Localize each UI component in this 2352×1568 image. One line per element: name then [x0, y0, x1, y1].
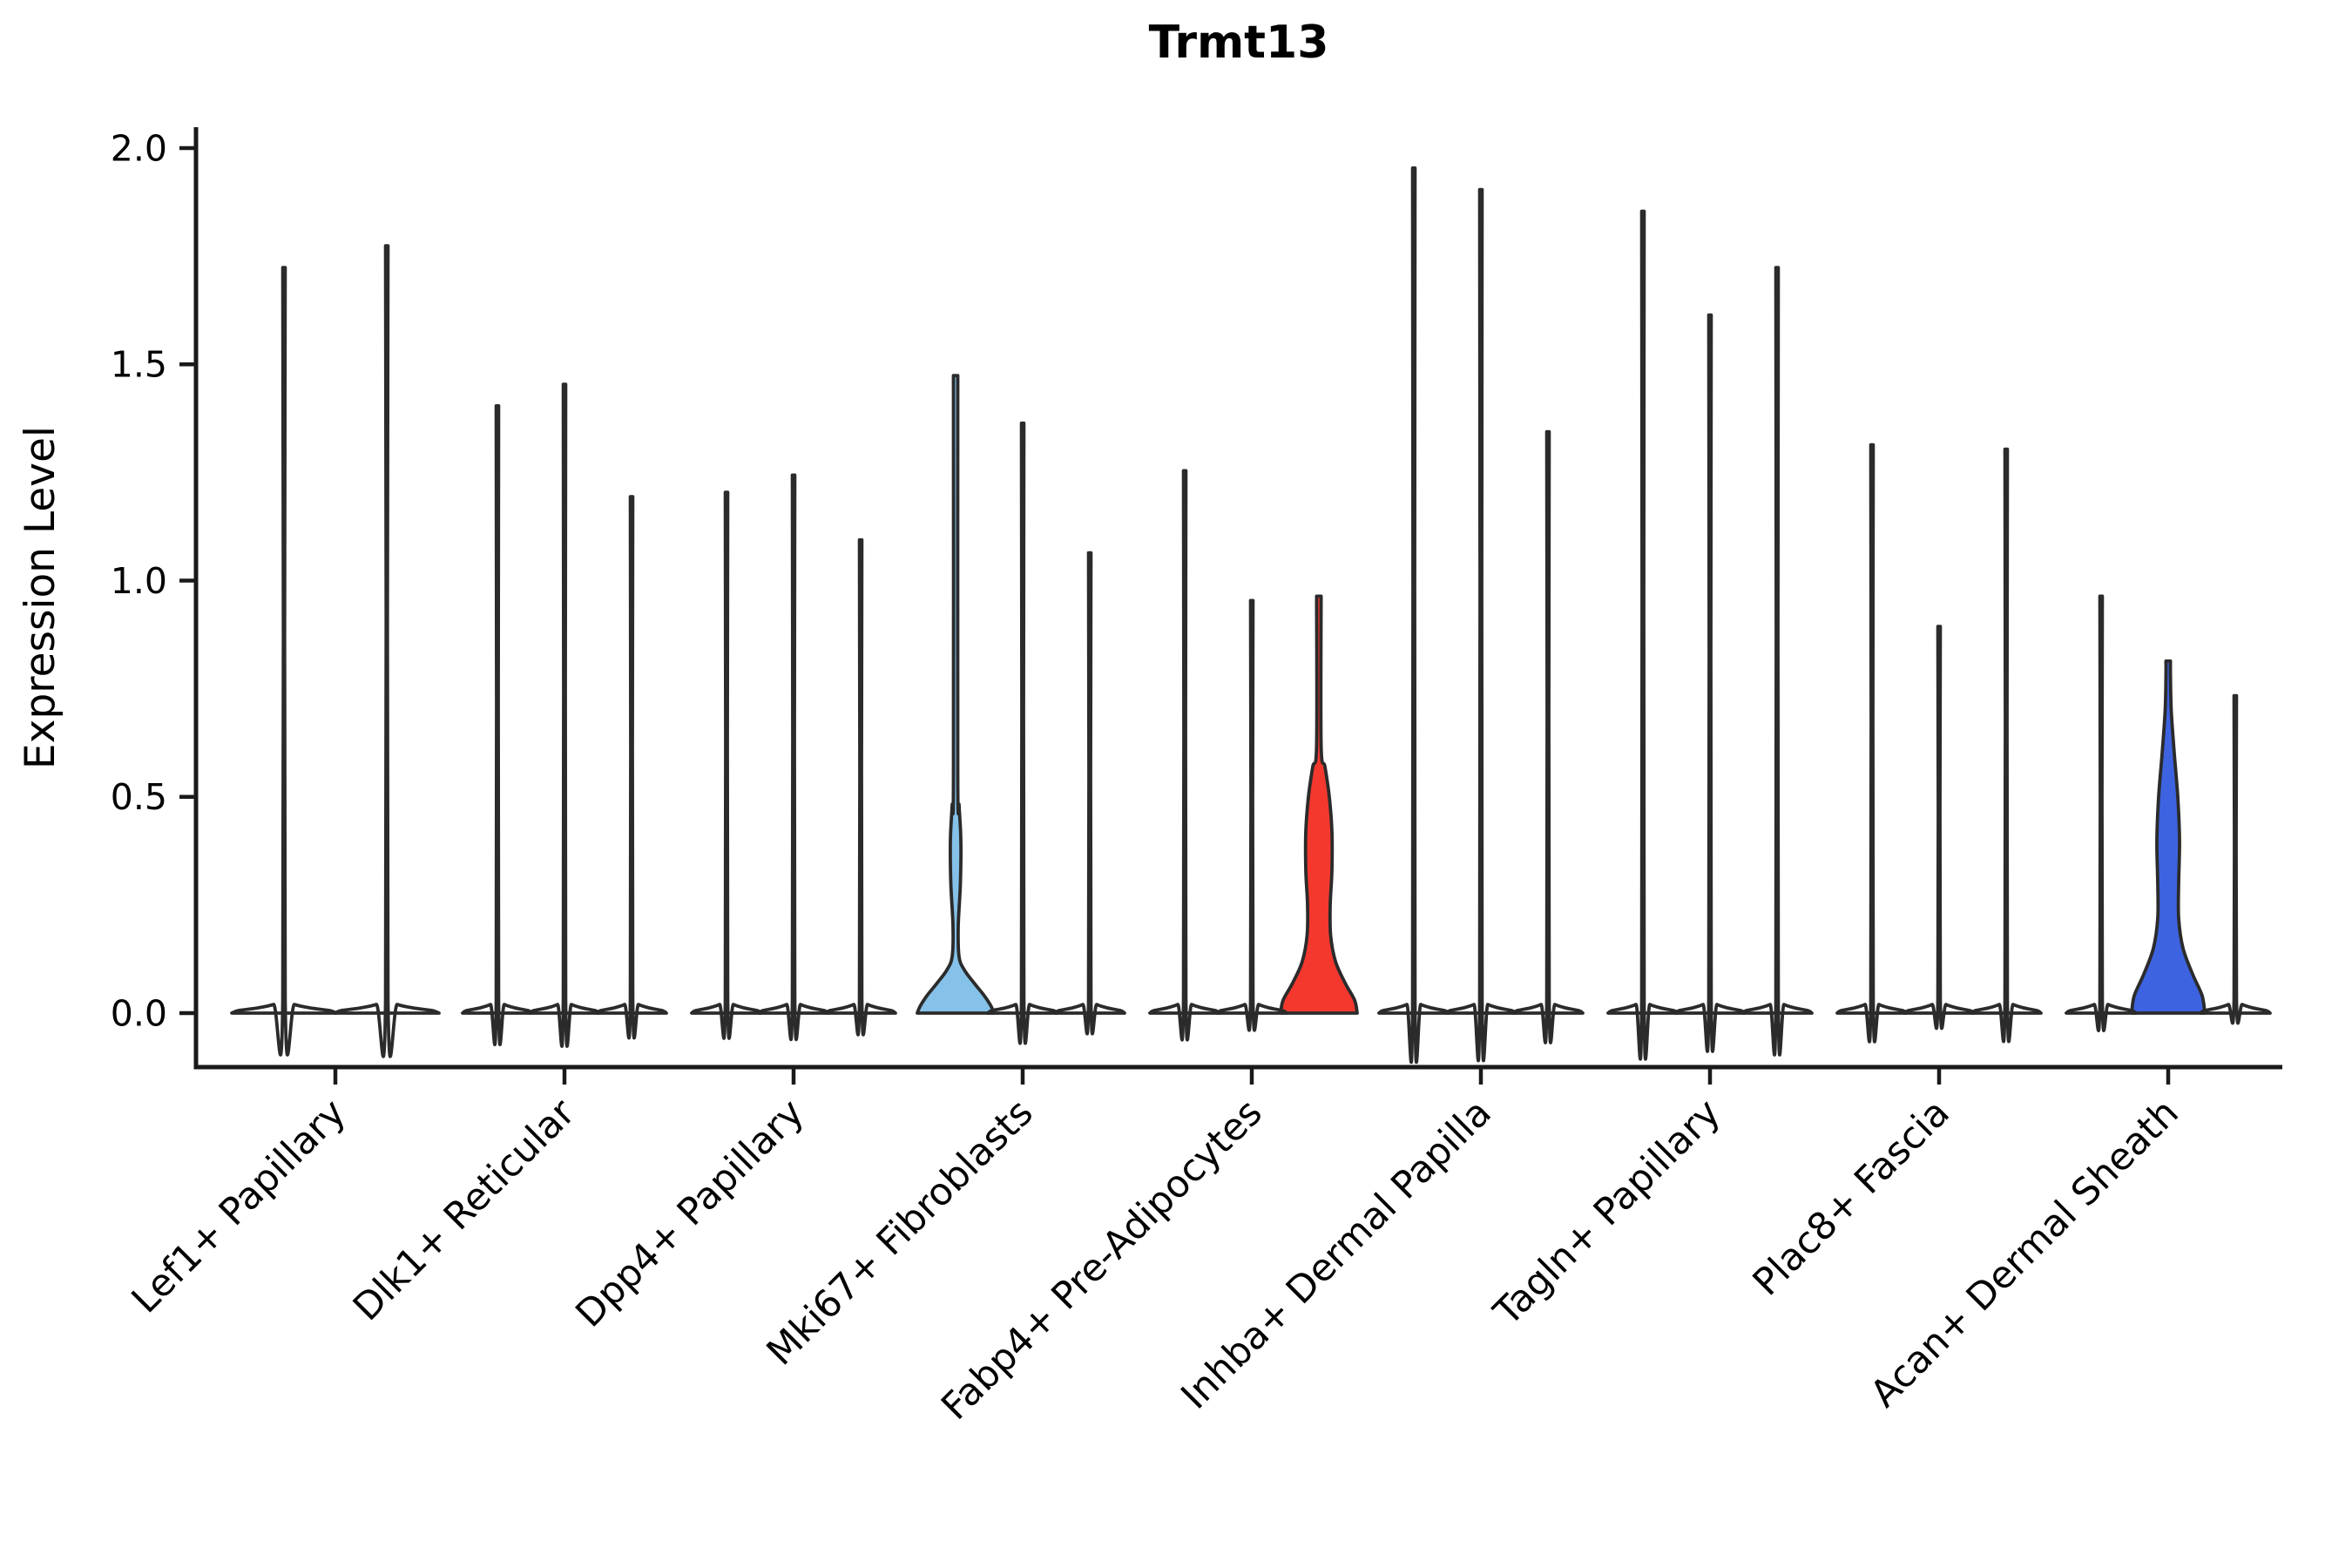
violin-outline [230, 266, 338, 1057]
violin-outline [1444, 187, 1517, 1063]
violin-outline [2130, 659, 2207, 1015]
y-tick-label: 2.0 [111, 127, 167, 169]
violin-outline [1279, 594, 1359, 1015]
violin-outline [916, 374, 996, 1015]
violin-outline [1740, 266, 1814, 1057]
violin-outline [1053, 551, 1126, 1036]
violin-outline [595, 495, 668, 1040]
violin-outline [1377, 166, 1450, 1064]
violin-outline [1511, 429, 1585, 1044]
y-tick-label: 1.5 [111, 344, 167, 386]
violin-outline [461, 404, 534, 1046]
violin-outline [986, 421, 1059, 1045]
y-axis-ticks: 0.0 0.5 1.0 1.5 2.0 [111, 127, 196, 1034]
y-axis-label: Expression Level [17, 426, 64, 769]
violin-outline [757, 473, 830, 1042]
violin-outline [2199, 693, 2272, 1025]
violin-outline [1835, 443, 1909, 1044]
y-tick-label: 0.0 [111, 992, 167, 1034]
violin-outline [2065, 594, 2138, 1032]
y-tick-label: 0.5 [111, 776, 167, 818]
violin-fill [2132, 660, 2205, 1013]
violin-outline [1970, 447, 2043, 1044]
violins-layer [230, 166, 2272, 1064]
plot-title: Trmt13 [1149, 17, 1329, 69]
violin-outline [528, 382, 601, 1048]
violin-outline [333, 244, 441, 1058]
violin-outline [690, 490, 763, 1040]
violin-fill [917, 375, 994, 1013]
y-tick-label: 1.0 [111, 560, 167, 602]
violin-outline [1903, 625, 1976, 1031]
violin-outline [1148, 469, 1221, 1042]
violin-outline [1215, 598, 1288, 1032]
violin-fill [1281, 596, 1357, 1013]
violin-outline [1606, 209, 1680, 1061]
violin-outline [1673, 313, 1747, 1053]
axes-spines [193, 127, 2282, 1070]
violin-outline [824, 537, 897, 1037]
